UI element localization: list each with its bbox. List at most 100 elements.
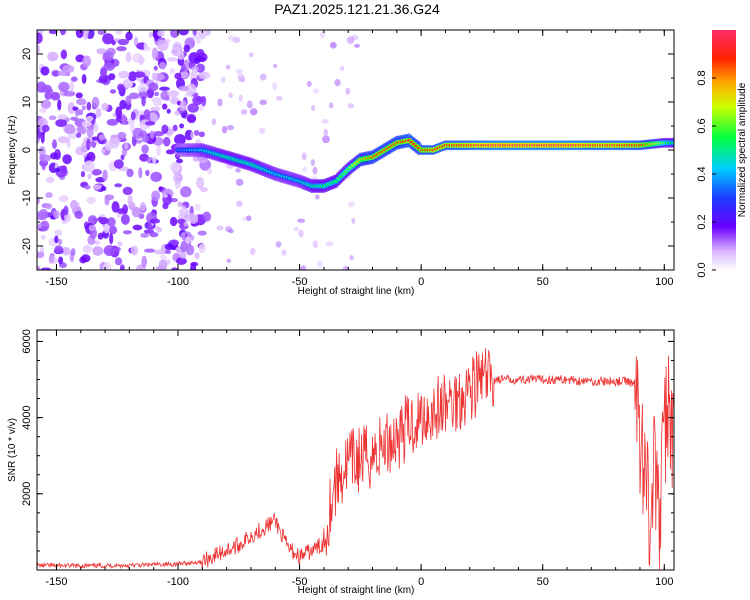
x-tick-label: 0 (418, 276, 424, 288)
noise-blob (100, 67, 107, 79)
noise-blob (83, 160, 96, 173)
noise-blob (190, 263, 197, 270)
y-tick-label: -20 (21, 238, 33, 254)
noise-blob (115, 106, 123, 118)
noise-blob (107, 217, 116, 228)
noise-blob (130, 111, 136, 121)
noise-blob (186, 39, 195, 46)
noise-blob (275, 241, 282, 248)
noise-blob (75, 98, 87, 106)
top-y-axis-label: Frequency (Hz) (7, 116, 18, 185)
noise-blob (195, 56, 206, 62)
noise-blob (245, 215, 252, 222)
noise-blob (186, 113, 197, 124)
noise-blob (69, 80, 75, 92)
noise-blob (81, 120, 92, 127)
noise-blob (149, 218, 161, 224)
noise-blob (141, 255, 148, 268)
noise-blob (82, 55, 92, 68)
y-tick-label: 2000 (21, 482, 33, 506)
noise-blob (75, 132, 82, 138)
noise-blob (246, 100, 253, 109)
noise-blob (119, 264, 125, 270)
noise-blob (45, 192, 53, 199)
noise-blob (166, 57, 178, 62)
noise-blob (120, 214, 130, 225)
noise-blob (37, 32, 43, 44)
noise-blob (180, 55, 185, 60)
noise-blob (143, 109, 151, 119)
noise-blob (81, 105, 86, 111)
noise-blob (198, 71, 211, 80)
x-tick-label: 0 (418, 576, 424, 588)
noise-blob (323, 128, 328, 137)
noise-blob (161, 124, 169, 134)
noise-blob (171, 267, 179, 270)
noise-blob (185, 244, 195, 256)
noise-blob (169, 68, 176, 74)
noise-blob (77, 109, 84, 116)
y-tick-label: 0 (21, 147, 33, 153)
noise-blob (102, 169, 108, 182)
noise-blob (169, 161, 181, 173)
noise-blob (328, 102, 334, 109)
noise-blob (106, 118, 119, 126)
noise-blob (75, 30, 84, 39)
noise-blob (139, 153, 150, 162)
noise-blob (167, 90, 180, 98)
noise-blob (319, 31, 326, 39)
noise-blob (85, 115, 94, 122)
noise-blob (86, 126, 94, 138)
noise-blob (109, 233, 114, 245)
colorbar-tick-label: 0.2 (696, 214, 708, 229)
noise-blob (37, 44, 40, 54)
noise-blob (94, 240, 101, 245)
noise-blob (211, 118, 217, 126)
noise-blob (117, 208, 124, 213)
noise-blob (82, 30, 89, 40)
noise-blob (97, 232, 104, 240)
noise-blob (132, 224, 143, 231)
noise-blob (150, 171, 163, 182)
noise-blob (339, 65, 345, 72)
noise-blob (248, 52, 254, 58)
noise-blob (354, 43, 360, 48)
noise-blob (38, 208, 49, 220)
noise-blob (221, 125, 228, 134)
noise-blob (163, 193, 168, 198)
top-x-axis: -150 -100 -50 0 50 100 (45, 30, 673, 288)
snr-panel: -150 -100 -50 0 50 100 2000 4000 6000 Height of… (7, 329, 675, 596)
noise-blob (58, 256, 64, 265)
noise-blob (74, 210, 83, 220)
noise-blob (183, 221, 189, 227)
noise-blob (37, 196, 40, 205)
noise-blob (88, 224, 96, 232)
noise-blob (158, 259, 168, 270)
colorbar-tick-label: 0.6 (696, 118, 708, 133)
noise-blob (133, 71, 146, 78)
noise-blob (226, 125, 235, 131)
noise-blob (84, 184, 91, 190)
noise-blob (179, 251, 187, 259)
noise-blob (217, 98, 223, 107)
noise-blob (59, 30, 67, 36)
noise-blob (48, 254, 55, 264)
noise-blob (198, 131, 205, 138)
snr-plot-area (37, 330, 674, 570)
noise-blob (189, 215, 199, 224)
noise-blob (122, 204, 129, 215)
noise-blob (70, 116, 78, 121)
noise-blob (102, 51, 114, 61)
noise-blob (258, 127, 266, 134)
noise-blob (159, 62, 167, 70)
bottom-x-axis-label: Height of straight line (km) (298, 585, 415, 596)
noise-blob (54, 245, 64, 254)
noise-blob (180, 70, 189, 79)
noise-blob (148, 82, 159, 92)
y-tick-label: 10 (21, 96, 33, 108)
noise-blob (63, 205, 69, 216)
noise-blob (178, 85, 189, 92)
noise-blob (100, 186, 107, 192)
noise-blob (86, 101, 92, 111)
